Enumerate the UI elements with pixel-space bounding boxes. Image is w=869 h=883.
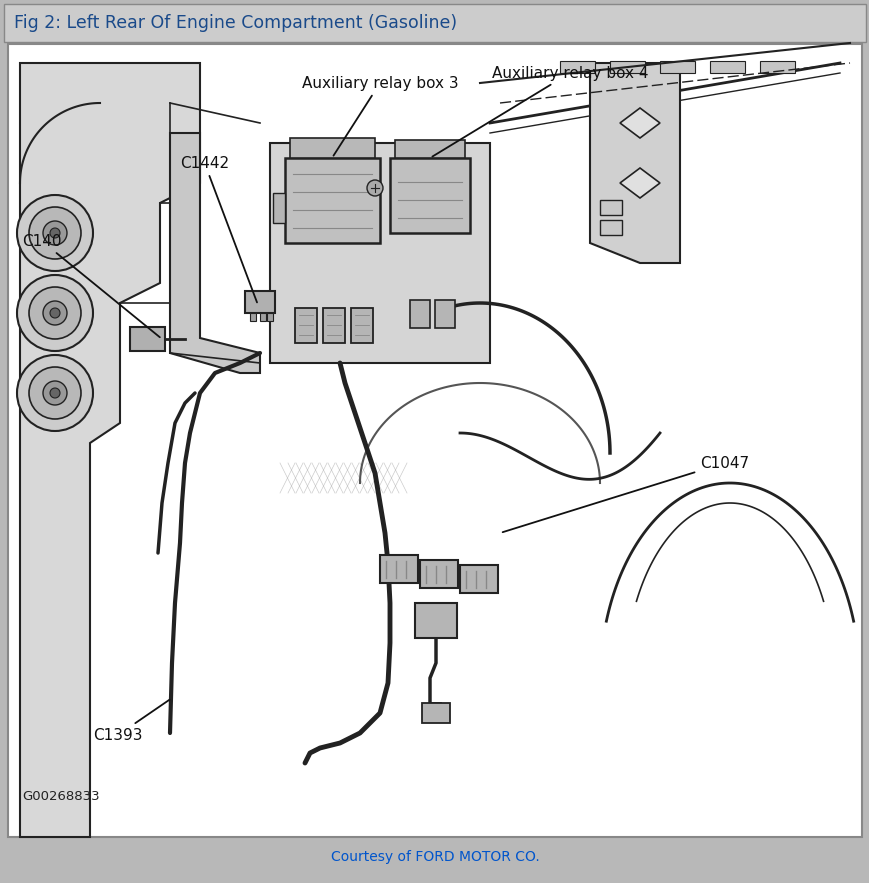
Polygon shape — [169, 133, 260, 373]
Circle shape — [29, 367, 81, 419]
Bar — [267, 313, 273, 321]
Circle shape — [17, 275, 93, 351]
Circle shape — [43, 221, 67, 245]
Text: C1442: C1442 — [180, 155, 256, 302]
Bar — [285, 158, 380, 243]
Bar — [273, 193, 285, 223]
Bar — [129, 327, 165, 351]
Circle shape — [50, 228, 60, 238]
Circle shape — [29, 287, 81, 339]
Bar — [709, 61, 744, 73]
Bar — [421, 703, 449, 723]
Bar — [289, 138, 375, 158]
Bar — [350, 308, 373, 343]
Text: C1393: C1393 — [93, 699, 169, 743]
Text: Auxiliary relay box 3: Auxiliary relay box 3 — [302, 76, 458, 155]
Bar — [269, 143, 489, 363]
Bar — [245, 291, 275, 313]
Circle shape — [367, 180, 382, 196]
Text: Auxiliary relay box 4: Auxiliary relay box 4 — [432, 65, 647, 156]
Circle shape — [43, 381, 67, 405]
Text: G00268833: G00268833 — [22, 790, 100, 804]
Bar — [415, 603, 456, 638]
Circle shape — [43, 301, 67, 325]
Bar — [260, 313, 266, 321]
Circle shape — [29, 207, 81, 259]
Bar — [609, 61, 644, 73]
Bar — [660, 61, 694, 73]
Bar — [322, 308, 345, 343]
Bar — [460, 565, 497, 593]
Bar — [295, 308, 316, 343]
Polygon shape — [620, 168, 660, 198]
Text: C140: C140 — [22, 233, 160, 337]
Circle shape — [17, 195, 93, 271]
Bar — [600, 200, 621, 215]
Bar — [4, 4, 865, 42]
Bar — [409, 300, 429, 328]
Text: Fig 2: Left Rear Of Engine Compartment (Gasoline): Fig 2: Left Rear Of Engine Compartment (… — [14, 14, 456, 32]
Circle shape — [17, 355, 93, 431]
Text: C1047: C1047 — [502, 456, 748, 532]
Polygon shape — [589, 63, 680, 263]
Bar — [760, 61, 794, 73]
Bar — [434, 300, 454, 328]
Bar — [8, 44, 861, 837]
Bar — [600, 220, 621, 235]
Polygon shape — [620, 108, 660, 138]
Bar — [249, 313, 255, 321]
Bar — [560, 61, 594, 73]
Polygon shape — [20, 63, 200, 837]
Circle shape — [50, 388, 60, 398]
Bar — [395, 140, 464, 158]
Bar — [389, 158, 469, 233]
Circle shape — [50, 308, 60, 318]
Text: Courtesy of FORD MOTOR CO.: Courtesy of FORD MOTOR CO. — [330, 850, 539, 864]
Bar — [380, 555, 417, 583]
Bar — [420, 560, 457, 588]
